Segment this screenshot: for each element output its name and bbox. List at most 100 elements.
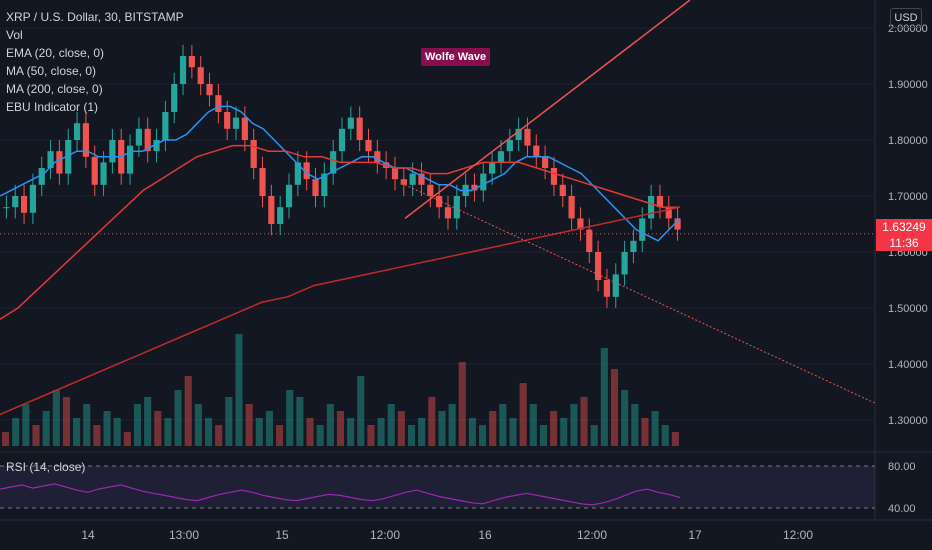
- volume-bar: [326, 404, 334, 446]
- bar-countdown: 11:36: [889, 236, 919, 250]
- volume-bar: [286, 390, 294, 446]
- price-tick: 1.40000: [888, 359, 928, 371]
- volume-bar: [610, 369, 619, 446]
- last-price-tag: 1.63249 11:36: [876, 219, 932, 251]
- candle-body: [100, 162, 107, 185]
- volume-bar: [184, 376, 192, 446]
- volume-bar: [428, 397, 436, 446]
- candle-body: [65, 140, 72, 174]
- candle-body: [171, 84, 178, 112]
- time-tick: 12:00: [783, 528, 813, 542]
- candle-body: [559, 184, 566, 196]
- volume-bar: [590, 425, 598, 446]
- volume-bar: [489, 411, 497, 446]
- candle-body: [550, 168, 558, 185]
- candle-body: [603, 280, 611, 297]
- indicator-vol[interactable]: Vol: [6, 28, 23, 42]
- indicator-ebu[interactable]: EBU Indicator (1): [6, 100, 99, 114]
- volume-bar: [306, 418, 314, 446]
- rsi-label[interactable]: RSI (14, close): [6, 460, 86, 474]
- rsi-line: [0, 483, 681, 506]
- time-tick: 17: [688, 528, 702, 542]
- currency-button[interactable]: USD: [890, 8, 922, 28]
- candle-body: [224, 112, 231, 129]
- candle-body: [197, 67, 204, 84]
- volume-bar: [265, 411, 273, 446]
- volume-bar: [631, 404, 639, 446]
- volume-bar: [671, 432, 679, 446]
- volume-bar: [123, 432, 131, 446]
- ema-line: [0, 105, 681, 242]
- candle-body: [497, 151, 505, 163]
- volume-bar: [133, 404, 142, 446]
- volume-bar: [62, 397, 70, 446]
- volume-bar: [347, 418, 355, 446]
- candle-body: [29, 184, 36, 213]
- candle-body: [303, 162, 310, 180]
- indicator-ema[interactable]: EMA (20, close, 0): [6, 46, 105, 60]
- volume-bar: [570, 404, 578, 446]
- time-tick: 14: [81, 528, 95, 542]
- rsi-band: [0, 466, 875, 508]
- candle-body: [365, 140, 372, 152]
- price-tick: 1.80000: [888, 135, 928, 147]
- candle-body: [144, 128, 151, 152]
- candle-body: [648, 196, 655, 219]
- candle-body: [338, 128, 346, 152]
- candle-body: [533, 145, 540, 157]
- wolfe-wave-label: Wolfe Wave: [421, 48, 491, 66]
- ma50-line: [0, 144, 680, 320]
- volume-bar: [651, 411, 659, 446]
- candle-body: [595, 252, 602, 280]
- volume-bar: [42, 411, 50, 446]
- candle-body: [312, 179, 319, 196]
- candle-body: [3, 207, 10, 209]
- candle-body: [109, 140, 116, 163]
- candle-body: [241, 117, 248, 140]
- candle-body: [674, 218, 681, 230]
- rsi-pane: 80.00 40.00: [0, 451, 932, 515]
- candle-body: [268, 196, 275, 224]
- candle-body: [294, 162, 301, 185]
- time-tick: 12:00: [370, 528, 400, 542]
- candle-body: [409, 173, 416, 185]
- candle-body: [506, 140, 513, 152]
- volume-bar: [418, 418, 426, 446]
- volume-bar: [377, 418, 385, 446]
- volume-bar: [621, 390, 629, 446]
- volume-bar: [93, 425, 101, 446]
- candle-body: [621, 252, 628, 275]
- volume-bar: [83, 404, 91, 446]
- candle-body: [38, 168, 45, 185]
- price-tick: 2.00000: [888, 23, 928, 35]
- volume-bar: [225, 397, 233, 446]
- indicator-ma50[interactable]: MA (50, close, 0): [6, 64, 97, 78]
- volume-bar: [113, 418, 121, 446]
- indicator-lines: [0, 105, 681, 416]
- volume-bar: [22, 404, 30, 446]
- indicator-ma200[interactable]: MA (200, close, 0): [6, 82, 103, 96]
- candle-body: [73, 123, 81, 140]
- time-tick: 16: [478, 528, 492, 542]
- candle-body: [577, 218, 584, 230]
- volume-bar: [276, 425, 284, 446]
- candle-body: [321, 173, 328, 196]
- symbol-title[interactable]: XRP / U.S. Dollar, 30, BITSTAMP: [6, 10, 184, 24]
- candle-body: [153, 140, 160, 152]
- time-axis: 14 13:00 15 12:00 16 12:00 17 12:00: [0, 519, 932, 542]
- candle-body: [250, 140, 257, 168]
- candle-body: [188, 56, 195, 68]
- candle-body: [524, 128, 531, 146]
- volume-bar: [539, 425, 548, 446]
- candle-body: [259, 168, 266, 196]
- candle-body: [630, 240, 637, 252]
- candle-body: [665, 207, 672, 219]
- volume-bar: [479, 425, 487, 446]
- volume-bar: [52, 390, 60, 446]
- candle-body: [356, 117, 363, 140]
- volume-bar: [550, 411, 558, 446]
- price-tick: 1.70000: [888, 191, 928, 203]
- volume-bar: [215, 425, 223, 446]
- candle-body: [12, 196, 19, 208]
